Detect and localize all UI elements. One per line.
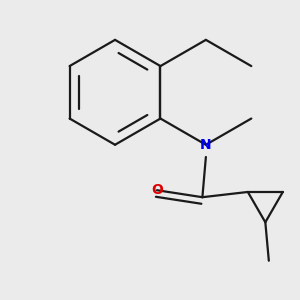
Text: O: O (151, 183, 163, 197)
Text: N: N (200, 138, 212, 152)
